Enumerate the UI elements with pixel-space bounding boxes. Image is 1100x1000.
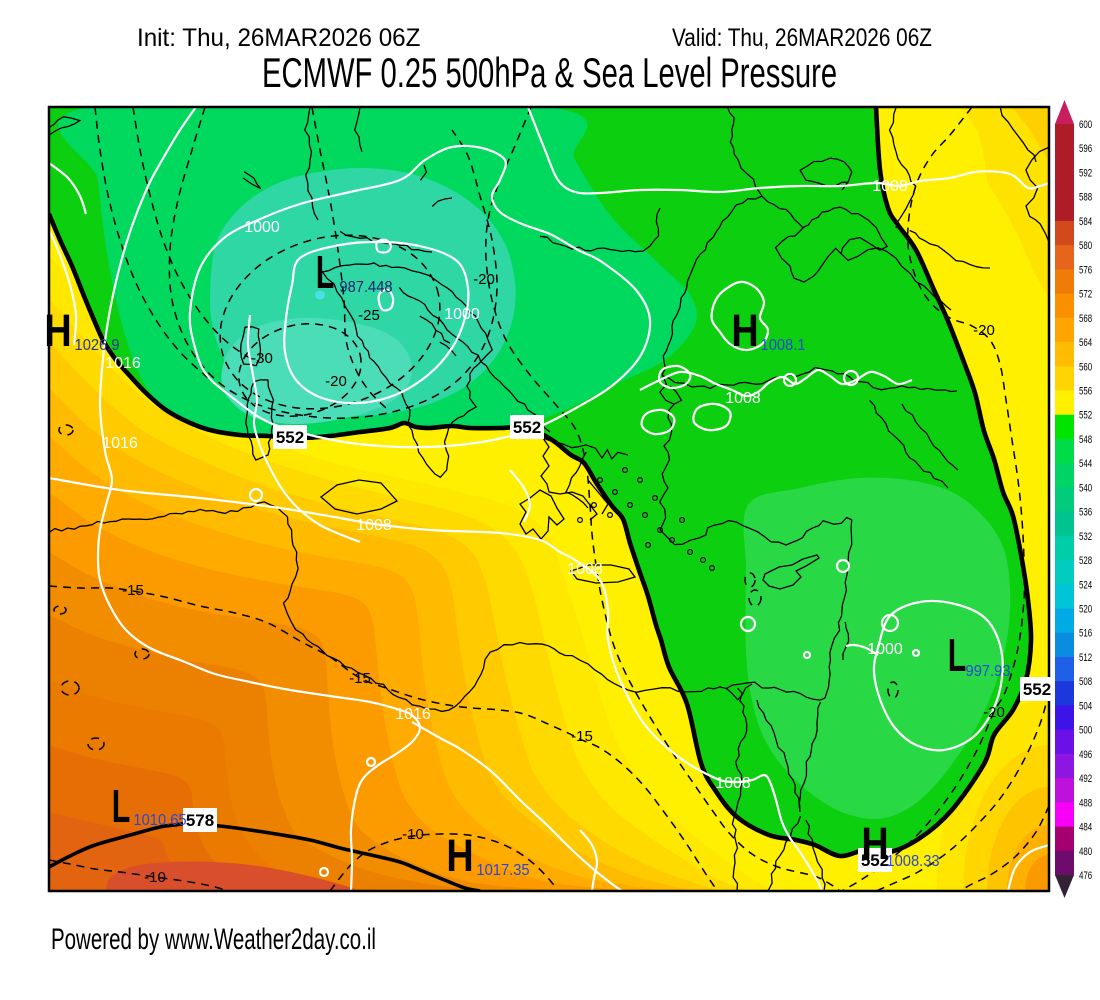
svg-text:1008: 1008 <box>715 775 751 792</box>
svg-text:580: 580 <box>1079 240 1092 253</box>
svg-text:1016: 1016 <box>105 355 141 372</box>
svg-text:-20: -20 <box>973 322 995 339</box>
svg-text:500: 500 <box>1079 724 1092 737</box>
svg-text:-25: -25 <box>358 307 380 324</box>
svg-text:H: H <box>44 305 71 356</box>
svg-text:560: 560 <box>1079 361 1092 374</box>
svg-text:520: 520 <box>1079 603 1092 616</box>
svg-text:564: 564 <box>1079 337 1093 350</box>
svg-text:524: 524 <box>1079 579 1093 592</box>
svg-text:1000: 1000 <box>867 641 903 658</box>
svg-text:-20: -20 <box>983 704 1005 721</box>
svg-text:576: 576 <box>1079 264 1092 277</box>
svg-text:552: 552 <box>861 851 889 870</box>
svg-text:1008.1: 1008.1 <box>761 336 806 354</box>
svg-text:532: 532 <box>1079 531 1092 544</box>
svg-text:572: 572 <box>1079 288 1092 301</box>
svg-text:-15: -15 <box>122 582 144 599</box>
svg-text:997.93: 997.93 <box>966 662 1011 680</box>
svg-text:L: L <box>948 631 967 682</box>
svg-text:552: 552 <box>276 428 304 447</box>
svg-text:1026.9: 1026.9 <box>75 336 120 354</box>
svg-text:476: 476 <box>1079 870 1092 883</box>
svg-text:-10: -10 <box>402 826 424 843</box>
svg-text:-15: -15 <box>349 670 371 687</box>
svg-text:1008: 1008 <box>567 561 603 578</box>
svg-text:H: H <box>446 830 473 881</box>
svg-text:1017.35: 1017.35 <box>476 861 529 879</box>
svg-text:1000: 1000 <box>444 306 480 323</box>
svg-text:H: H <box>731 305 758 356</box>
svg-text:552: 552 <box>513 418 541 437</box>
svg-text:L: L <box>316 248 335 299</box>
svg-text:504: 504 <box>1079 700 1093 713</box>
svg-text:492: 492 <box>1079 773 1092 786</box>
svg-text:516: 516 <box>1079 628 1092 641</box>
svg-text:1016: 1016 <box>395 706 431 723</box>
svg-text:552: 552 <box>1023 680 1051 699</box>
svg-text:1008: 1008 <box>725 390 761 407</box>
svg-text:578: 578 <box>186 811 214 830</box>
svg-text:480: 480 <box>1079 846 1092 859</box>
svg-text:1010.65: 1010.65 <box>133 811 186 829</box>
svg-text:508: 508 <box>1079 676 1092 689</box>
svg-text:548: 548 <box>1079 434 1092 447</box>
svg-text:1000: 1000 <box>244 219 280 236</box>
svg-text:556: 556 <box>1079 385 1092 398</box>
svg-text:540: 540 <box>1079 482 1092 495</box>
svg-text:H: H <box>861 818 888 869</box>
svg-text:1008: 1008 <box>872 178 908 195</box>
svg-text:496: 496 <box>1079 749 1092 762</box>
svg-text:484: 484 <box>1079 821 1093 834</box>
svg-text:987.448: 987.448 <box>339 278 392 296</box>
svg-text:-20: -20 <box>325 373 347 390</box>
svg-text:-30: -30 <box>251 350 273 367</box>
svg-text:544: 544 <box>1079 458 1093 471</box>
svg-text:592: 592 <box>1079 167 1092 180</box>
svg-text:600: 600 <box>1079 119 1092 132</box>
svg-text:L: L <box>112 782 131 833</box>
svg-text:584: 584 <box>1079 216 1093 229</box>
svg-text:-20: -20 <box>473 271 495 288</box>
svg-text:528: 528 <box>1079 555 1092 568</box>
svg-text:568: 568 <box>1079 313 1092 326</box>
svg-text:588: 588 <box>1079 192 1092 205</box>
svg-text:552: 552 <box>1079 410 1092 423</box>
svg-text:1016: 1016 <box>102 435 138 452</box>
svg-text:596: 596 <box>1079 143 1092 156</box>
svg-text:-10: -10 <box>144 869 166 886</box>
svg-text:488: 488 <box>1079 797 1092 810</box>
svg-text:1008: 1008 <box>356 517 392 534</box>
svg-text:536: 536 <box>1079 506 1092 519</box>
svg-text:1008.33: 1008.33 <box>886 852 939 870</box>
svg-text:-15: -15 <box>571 728 593 745</box>
svg-text:512: 512 <box>1079 652 1092 665</box>
